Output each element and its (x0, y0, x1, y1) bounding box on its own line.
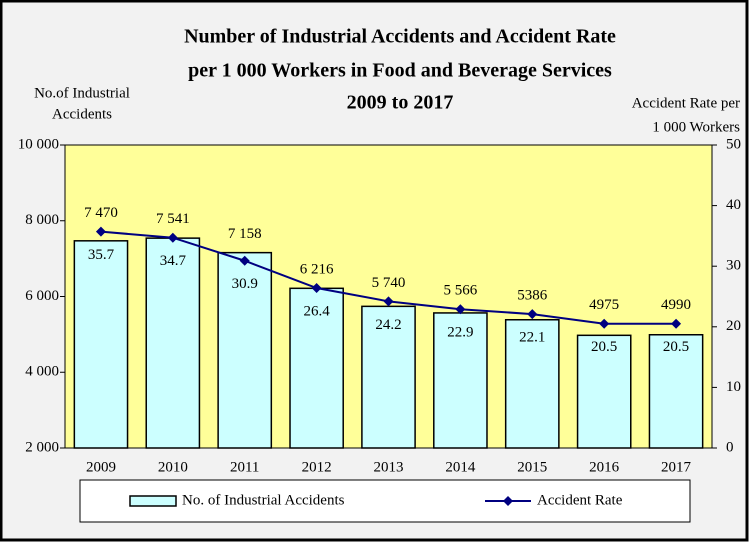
bar (73, 240, 129, 449)
x-tick-label: 2013 (374, 459, 404, 475)
y-tick-label: 10 000 (18, 136, 59, 152)
x-tick-label: 2014 (445, 459, 476, 475)
y2-tick-label: 10 (726, 379, 741, 395)
bar (145, 237, 201, 449)
x-tick-label: 2011 (230, 459, 259, 475)
chart-title: per 1 000 Workers in Food and Beverage S… (188, 60, 612, 82)
bar (217, 251, 273, 449)
bar (504, 319, 560, 449)
y2-tick-label: 40 (726, 197, 741, 213)
x-tick-label: 2015 (517, 459, 547, 475)
chart-title: 2009 to 2017 (347, 92, 454, 114)
x-tick-label: 2016 (589, 459, 620, 475)
bar-value-label: 4990 (661, 297, 691, 313)
y-tick-label: 4 000 (25, 364, 59, 380)
bar-value-label: 7 158 (228, 226, 262, 242)
legend-box (79, 479, 691, 523)
bar-value-label: 4975 (589, 297, 619, 313)
y-axis-label: No.of Industrial (34, 85, 130, 101)
y2-tick-label: 0 (726, 439, 734, 455)
rate-value-label: 22.9 (447, 325, 473, 341)
rate-marker (455, 304, 466, 315)
y2-tick-label: 20 (726, 318, 741, 334)
chart-title: Number of Industrial Accidents and Accid… (184, 26, 616, 48)
x-tick-label: 2017 (661, 459, 692, 475)
rate-value-label: 20.5 (591, 339, 617, 355)
bar-value-label: 7 470 (84, 205, 118, 221)
bar-value-label: 5 566 (444, 283, 478, 299)
y-tick-label: 2 000 (25, 439, 59, 455)
y-axis-label: Accidents (52, 106, 112, 122)
rate-value-label: 24.2 (375, 317, 401, 333)
bar (648, 334, 704, 449)
bar-value-label: 5386 (517, 288, 548, 304)
legend-marker (503, 496, 513, 506)
rate-value-label: 35.7 (88, 247, 115, 263)
rate-value-label: 22.1 (519, 330, 545, 346)
bar-value-label: 5 740 (372, 275, 406, 291)
y2-tick-label: 50 (726, 136, 741, 152)
y-tick-label: 6 000 (25, 288, 59, 304)
rate-marker (239, 255, 250, 266)
bar (576, 334, 632, 449)
legend-swatch (129, 495, 177, 507)
bar-value-label: 6 216 (300, 261, 334, 277)
x-tick-label: 2012 (302, 459, 332, 475)
rate-marker (671, 318, 682, 329)
rate-marker (527, 309, 538, 320)
rate-value-label: 34.7 (160, 253, 187, 269)
rate-value-label: 20.5 (663, 339, 689, 355)
bar-value-label: 7 541 (156, 211, 190, 227)
y2-tick-label: 30 (726, 258, 741, 274)
rate-marker (311, 283, 322, 294)
legend-label: Accident Rate (537, 492, 623, 508)
y2-axis-label: Accident Rate per (632, 95, 740, 111)
y2-axis-label: 1 000 Workers (652, 119, 740, 135)
legend-label: No. of Industrial Accidents (182, 492, 345, 508)
rate-value-label: 26.4 (303, 303, 330, 319)
rate-value-label: 30.9 (232, 276, 258, 292)
x-tick-label: 2010 (158, 459, 188, 475)
x-tick-label: 2009 (86, 459, 116, 475)
rate-marker (599, 318, 610, 329)
rate-marker (383, 296, 394, 307)
rate-marker (167, 232, 178, 243)
y-tick-label: 8 000 (25, 212, 59, 228)
bar (289, 287, 344, 449)
rate-marker (95, 226, 106, 237)
